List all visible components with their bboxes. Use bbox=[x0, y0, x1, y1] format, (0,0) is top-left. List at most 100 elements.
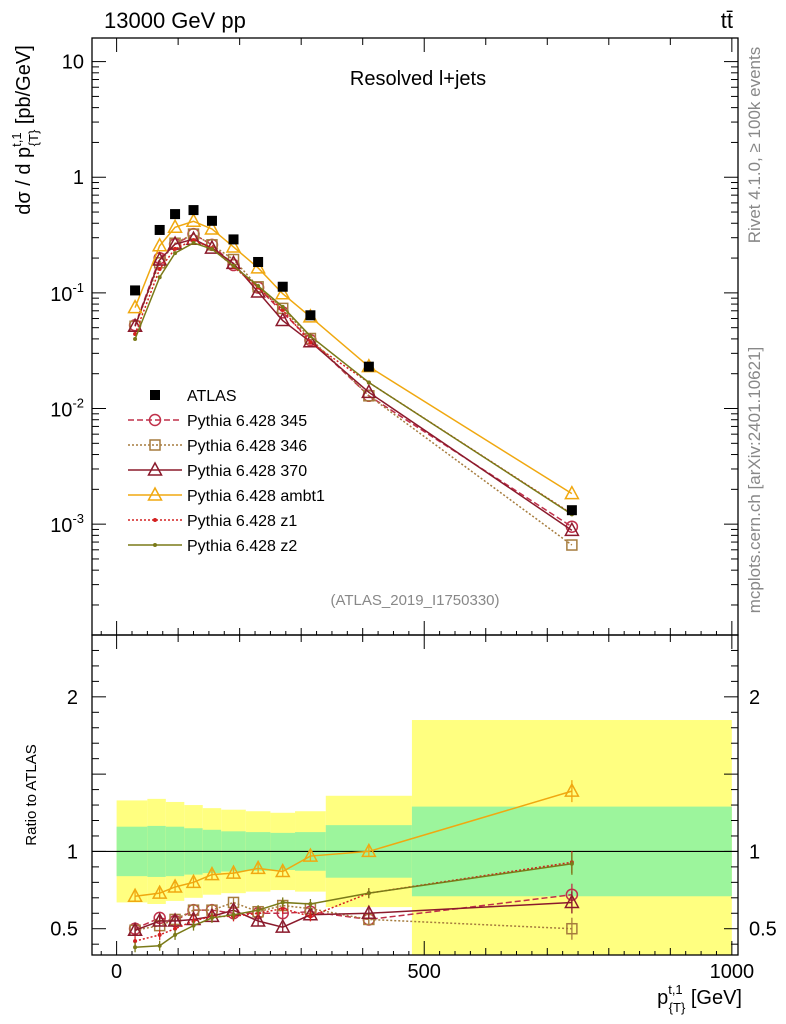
ratio-frame bbox=[91, 634, 739, 956]
legend-label: Pythia 6.428 z2 bbox=[187, 538, 297, 555]
series-point-ratio bbox=[361, 904, 377, 920]
legend-entry: Pythia 6.428 346 bbox=[128, 438, 307, 455]
y-tick-label-ratio: 2 bbox=[67, 687, 78, 709]
atlas-data-point bbox=[206, 215, 217, 226]
series-point-main bbox=[231, 263, 236, 268]
atlas-data-point bbox=[566, 505, 577, 516]
atlas-data-point bbox=[253, 256, 264, 267]
y-tick-label-main: 10-1 bbox=[50, 280, 84, 306]
atlas-data-point bbox=[188, 205, 199, 216]
y-tick-label-ratio: 1 bbox=[67, 841, 78, 863]
series-point-main bbox=[256, 283, 261, 288]
series-point-main bbox=[564, 485, 580, 500]
svg-text:dσ / d pt,1{T} [pb/GeV]: dσ / d pt,1 {T} [pb/GeV] bbox=[9, 45, 41, 215]
series-line-main bbox=[134, 238, 573, 531]
legend-entry: Pythia 6.428 ambt1 bbox=[128, 486, 325, 505]
atlas-data-point bbox=[305, 310, 316, 321]
series-point-main bbox=[308, 334, 313, 339]
series-point-main bbox=[173, 251, 178, 256]
series-point-main bbox=[361, 383, 377, 399]
series-point-ratio bbox=[157, 932, 162, 937]
atlas-data-point bbox=[277, 281, 288, 292]
series-point-main bbox=[274, 311, 291, 327]
y-tick-label-main: 10-2 bbox=[50, 396, 84, 422]
y-tick-label-main: 1 bbox=[73, 167, 84, 189]
series-point-ratio bbox=[127, 887, 143, 903]
series-point-main bbox=[209, 247, 214, 252]
series-point-ratio bbox=[280, 900, 285, 905]
legend-label: Pythia 6.428 370 bbox=[187, 463, 307, 480]
series-point-main bbox=[173, 246, 178, 251]
series-point-ratio bbox=[566, 922, 578, 935]
series-point-ratio bbox=[366, 891, 371, 896]
y-tick-label-ratio-right: 2 bbox=[749, 687, 760, 709]
series-point-main bbox=[274, 285, 291, 300]
series-point-ratio bbox=[564, 893, 580, 909]
series-point-main bbox=[204, 220, 220, 235]
legend-entry: Pythia 6.428 z2 bbox=[128, 538, 297, 555]
process-label: tt̄ bbox=[721, 8, 733, 33]
atlas-data-point bbox=[363, 361, 374, 372]
x-axis-label: pt,1 {T} [GeV] bbox=[657, 982, 742, 1015]
series-point-ratio bbox=[302, 847, 319, 862]
energy-label: 13000 GeV pp bbox=[104, 8, 246, 33]
series-point-main bbox=[191, 240, 196, 245]
y-tick-label-main: 10-3 bbox=[50, 511, 84, 537]
chart-title: Resolved l+jets bbox=[350, 68, 486, 90]
series-point-ratio bbox=[569, 861, 574, 866]
y-tick-label-ratio-right: 1 bbox=[749, 841, 760, 863]
series-point-ratio bbox=[127, 921, 143, 937]
y-tick-label-main: 10 bbox=[62, 52, 84, 74]
legend-marker bbox=[153, 518, 157, 522]
series-point-ratio bbox=[133, 945, 138, 950]
series-line-main bbox=[134, 220, 573, 495]
series-point-ratio bbox=[308, 901, 313, 906]
series-point-ratio bbox=[308, 914, 313, 919]
series-point-main bbox=[127, 299, 143, 314]
series-point-main bbox=[151, 237, 168, 252]
legend-label: Pythia 6.428 z1 bbox=[187, 513, 297, 530]
legend-marker bbox=[147, 461, 163, 476]
legend-entry: Pythia 6.428 z1 bbox=[128, 513, 297, 530]
svg-text:pt,1{T} [GeV]: pt,1 {T} [GeV] bbox=[657, 982, 742, 1015]
atlas-data-point bbox=[130, 285, 141, 296]
series-point-ratio bbox=[225, 864, 242, 879]
series-point-ratio bbox=[151, 912, 168, 927]
legend-label: Pythia 6.428 ambt1 bbox=[187, 488, 325, 505]
series-point-ratio bbox=[173, 932, 178, 937]
series-point-main bbox=[133, 337, 138, 342]
series-point-ratio bbox=[204, 866, 220, 881]
series-point-main bbox=[167, 218, 183, 233]
series-point-ratio bbox=[274, 918, 291, 933]
y-axis-label-main: dσ / d pt,1 {T} [pb/GeV] bbox=[9, 45, 41, 215]
series-point-ratio bbox=[167, 878, 183, 893]
series-point-main bbox=[157, 266, 162, 271]
x-tick-label: 1000 bbox=[710, 961, 755, 983]
atlas-data-point bbox=[228, 234, 239, 245]
series-point-ratio bbox=[173, 926, 178, 931]
series-point-ratio bbox=[564, 782, 580, 797]
series-point-ratio bbox=[191, 923, 196, 928]
rivet-label: Rivet 4.1.0, ≥ 100k events bbox=[745, 47, 764, 243]
series-point-ratio bbox=[280, 906, 285, 911]
x-tick-label: 0 bbox=[111, 961, 122, 983]
series-point-ratio bbox=[256, 908, 261, 913]
series-point-main bbox=[366, 380, 371, 385]
series-point-ratio bbox=[209, 915, 214, 920]
legend-marker bbox=[148, 413, 162, 427]
legend-entry: Pythia 6.428 345 bbox=[128, 413, 307, 430]
legend-entry: Pythia 6.428 370 bbox=[128, 461, 307, 480]
legend-marker bbox=[153, 543, 157, 547]
mcplots-label: mcplots.cern.ch [arXiv:2401.10621] bbox=[745, 347, 764, 613]
series-point-main bbox=[185, 212, 202, 228]
series-point-main bbox=[157, 275, 162, 280]
legend-label-atlas: ATLAS bbox=[187, 388, 237, 405]
atlas-data-point bbox=[154, 224, 165, 235]
series-point-ratio bbox=[157, 943, 162, 948]
series-point-main bbox=[191, 238, 196, 243]
y-tick-label-ratio: 0.5 bbox=[50, 919, 78, 941]
series-point-ratio bbox=[231, 912, 236, 917]
legend-marker-atlas bbox=[150, 390, 160, 400]
series-point-main bbox=[308, 340, 313, 345]
